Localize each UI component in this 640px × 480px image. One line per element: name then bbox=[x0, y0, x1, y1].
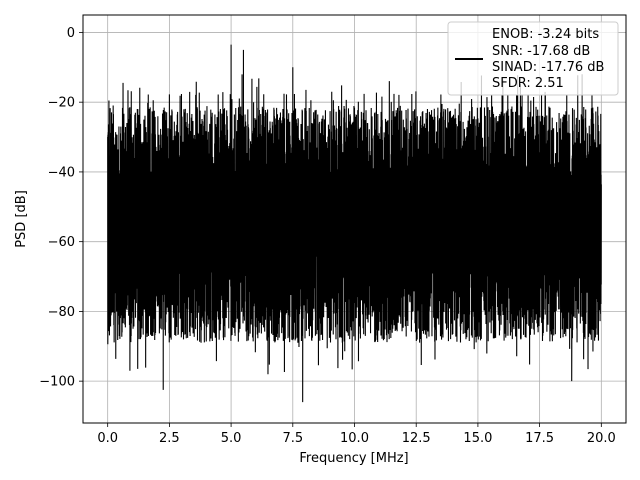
y-axis-label: PSD [dB] bbox=[14, 190, 29, 248]
legend-line-sinad: SINAD: -17.76 dB bbox=[492, 60, 604, 75]
psd-series-line bbox=[107, 44, 602, 403]
x-axis-ticks: 0.0 2.5 5.0 7.5 10.0 12.5 15.0 17.5 20.0 bbox=[97, 423, 616, 446]
x-axis-label: Frequency [MHz] bbox=[299, 451, 408, 466]
y-tick-label: −40 bbox=[48, 165, 75, 180]
x-tick-label: 5.0 bbox=[221, 431, 242, 446]
legend-box bbox=[447, 21, 619, 96]
legend-line-sfdr: SFDR: 2.51 bbox=[492, 76, 564, 91]
x-tick-label: 10.0 bbox=[340, 431, 369, 446]
x-tick-label: 7.5 bbox=[282, 431, 303, 446]
plot-area bbox=[107, 44, 602, 403]
x-tick-label: 17.5 bbox=[525, 431, 554, 446]
y-tick-label: −60 bbox=[48, 235, 75, 250]
legend: ENOB: -3.24 bits SNR: -17.68 dB SINAD: -… bbox=[447, 21, 619, 96]
y-tick-label: 0 bbox=[67, 26, 75, 41]
y-tick-label: −20 bbox=[48, 96, 75, 111]
legend-line-enob: ENOB: -3.24 bits bbox=[492, 27, 599, 42]
y-axis-ticks: 0 −20 −40 −60 −80 −100 bbox=[39, 26, 83, 390]
y-tick-label: −80 bbox=[48, 305, 75, 320]
x-tick-label: 20.0 bbox=[587, 431, 616, 446]
legend-line-snr: SNR: -17.68 dB bbox=[492, 44, 590, 59]
x-tick-label: 2.5 bbox=[159, 431, 180, 446]
x-tick-label: 0.0 bbox=[97, 431, 118, 446]
x-tick-label: 12.5 bbox=[402, 431, 431, 446]
x-tick-label: 15.0 bbox=[463, 431, 492, 446]
y-tick-label: −100 bbox=[39, 375, 75, 390]
